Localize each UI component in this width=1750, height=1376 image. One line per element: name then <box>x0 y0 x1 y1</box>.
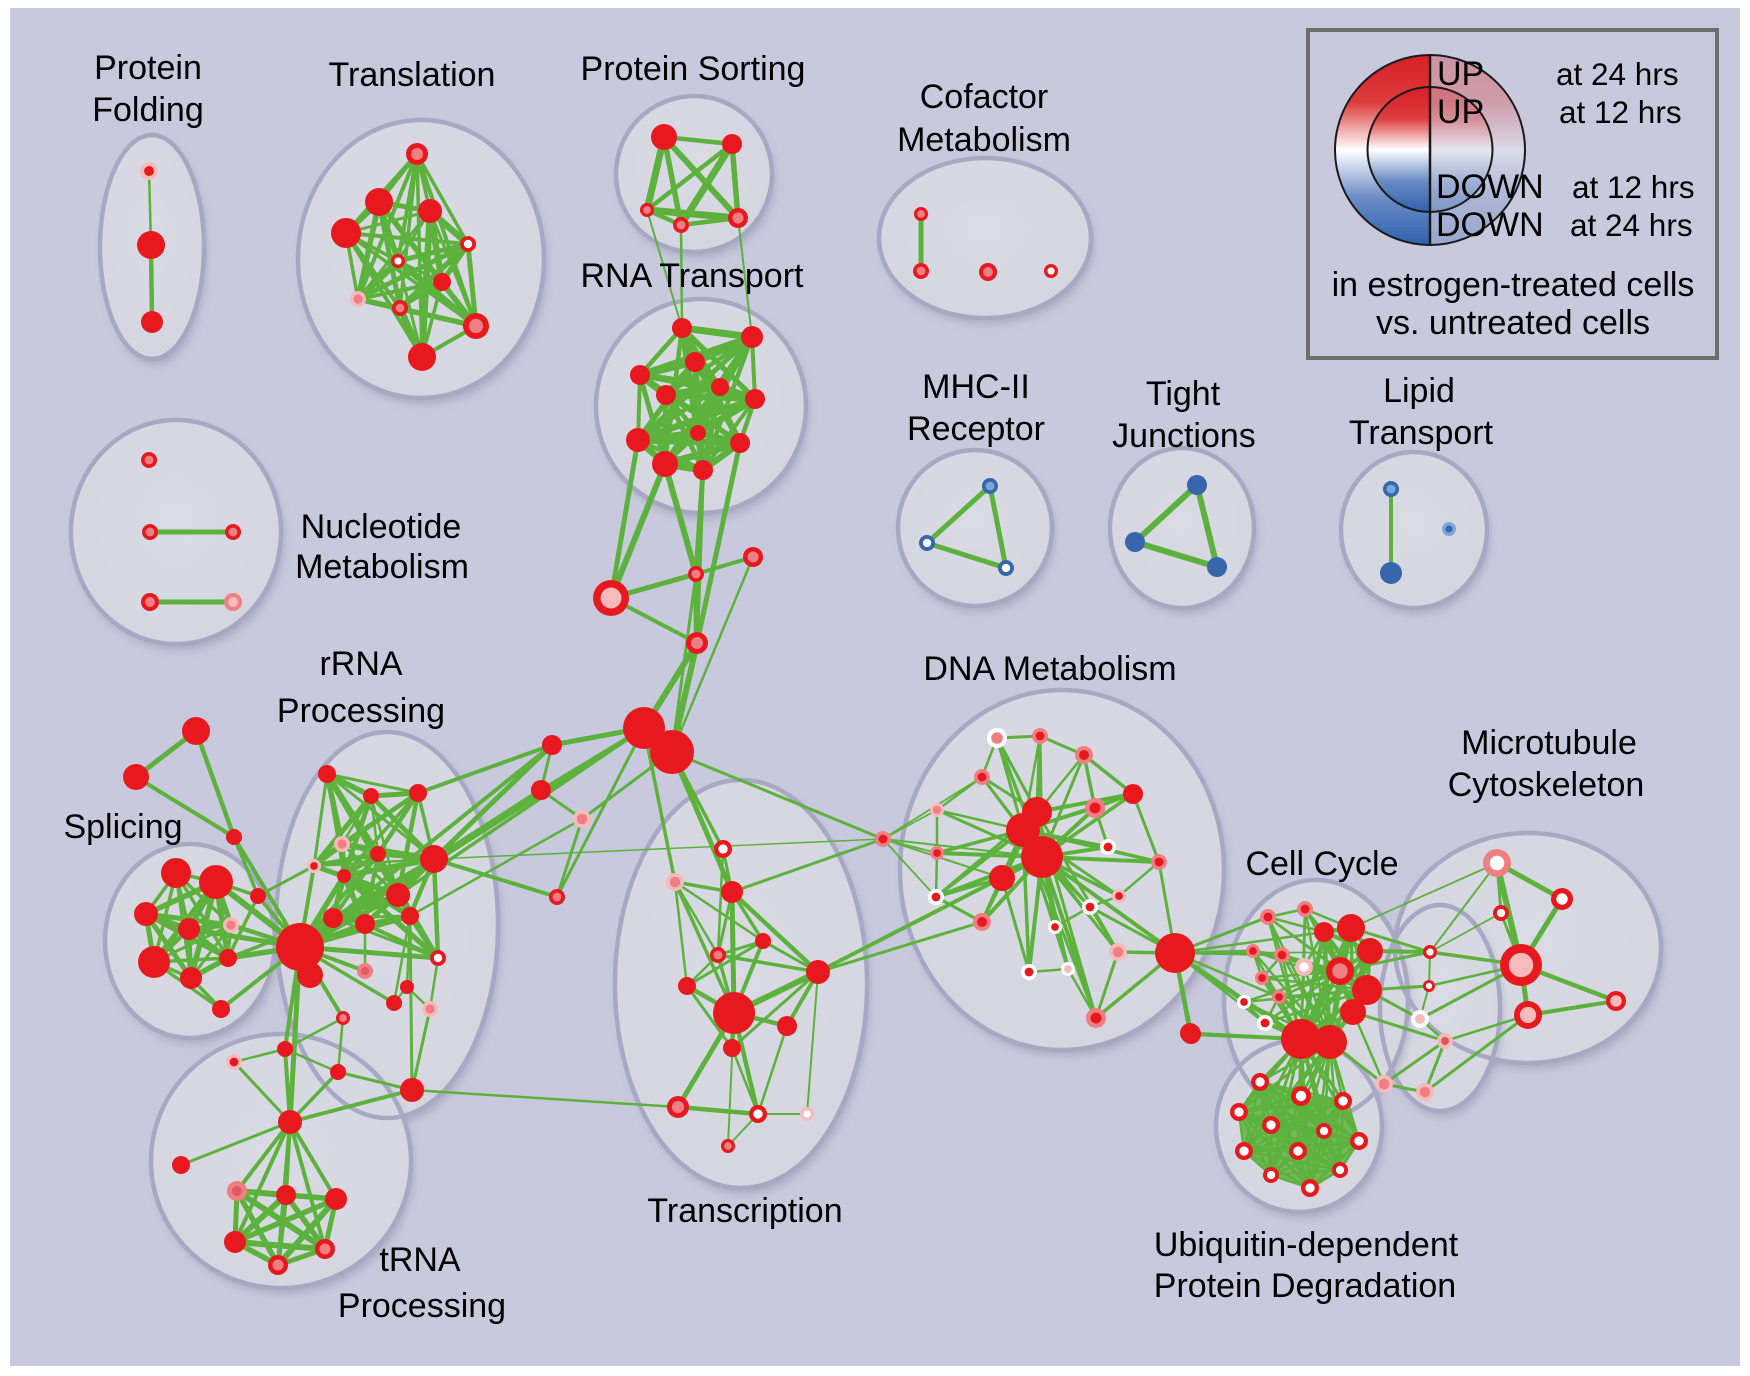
svg-text:Transcription: Transcription <box>647 1192 842 1230</box>
svg-text:Cell Cycle: Cell Cycle <box>1245 845 1398 883</box>
svg-text:Microtubule: Microtubule <box>1461 724 1637 762</box>
svg-text:at 24 hrs: at 24 hrs <box>1570 207 1693 243</box>
svg-text:Cytoskeleton: Cytoskeleton <box>1448 766 1645 804</box>
svg-text:at 24 hrs: at 24 hrs <box>1556 56 1679 92</box>
svg-text:Protein Degradation: Protein Degradation <box>1154 1267 1456 1305</box>
svg-text:Folding: Folding <box>92 91 204 129</box>
svg-text:Protein Sorting: Protein Sorting <box>581 50 806 88</box>
svg-text:Ubiquitin-dependent: Ubiquitin-dependent <box>1154 1226 1459 1264</box>
svg-text:vs. untreated cells: vs. untreated cells <box>1376 304 1650 342</box>
svg-text:MHC-II: MHC-II <box>922 368 1030 406</box>
svg-text:Lipid: Lipid <box>1383 372 1455 410</box>
svg-text:Processing: Processing <box>277 692 445 730</box>
svg-text:Protein: Protein <box>94 49 202 87</box>
svg-text:Metabolism: Metabolism <box>897 121 1071 159</box>
svg-text:Receptor: Receptor <box>907 410 1045 448</box>
svg-text:Processing: Processing <box>338 1287 506 1325</box>
svg-text:Splicing: Splicing <box>63 808 182 846</box>
svg-text:at 12 hrs: at 12 hrs <box>1572 169 1695 205</box>
svg-text:UP: UP <box>1437 93 1484 131</box>
svg-text:UP: UP <box>1437 55 1484 93</box>
svg-text:Nucleotide: Nucleotide <box>301 508 462 546</box>
svg-text:Translation: Translation <box>329 56 496 94</box>
svg-text:Cofactor: Cofactor <box>920 78 1049 116</box>
svg-text:DNA Metabolism: DNA Metabolism <box>923 650 1176 688</box>
svg-text:RNA Transport: RNA Transport <box>581 257 805 295</box>
svg-text:DOWN: DOWN <box>1436 168 1544 206</box>
svg-text:Metabolism: Metabolism <box>295 548 469 586</box>
svg-text:tRNA: tRNA <box>379 1241 461 1279</box>
svg-text:Transport: Transport <box>1349 414 1494 452</box>
svg-text:Tight: Tight <box>1146 375 1221 413</box>
svg-text:Junctions: Junctions <box>1112 417 1256 455</box>
svg-text:in estrogen-treated cells: in estrogen-treated cells <box>1332 266 1695 304</box>
svg-text:DOWN: DOWN <box>1436 206 1544 244</box>
svg-text:at 12 hrs: at 12 hrs <box>1559 94 1682 130</box>
svg-text:rRNA: rRNA <box>319 645 402 683</box>
